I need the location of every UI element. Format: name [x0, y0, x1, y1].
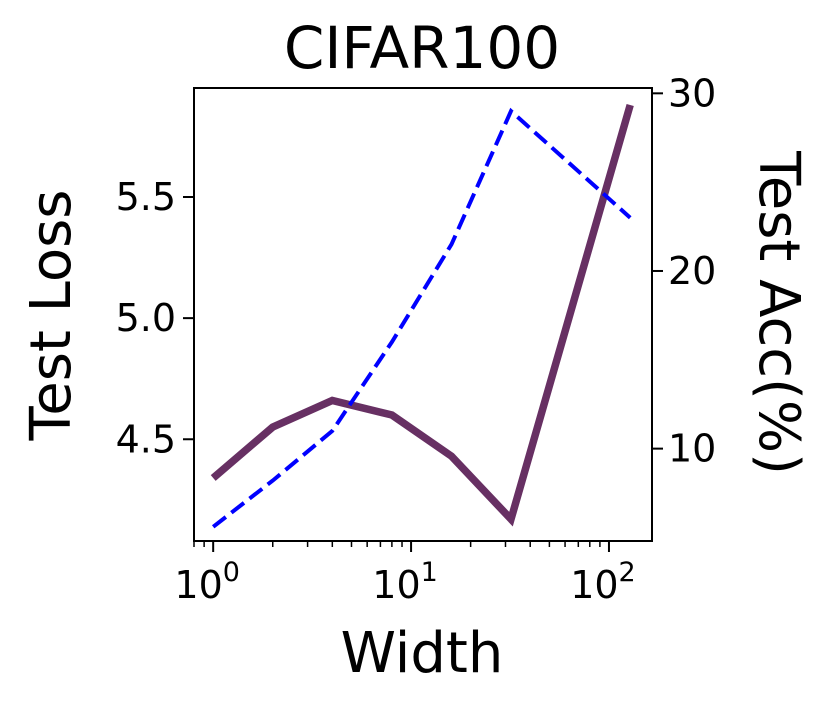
series-line-test-loss: [210, 103, 634, 527]
y-axis-label-left: Test Loss: [19, 190, 84, 442]
x-axis-label: Width: [341, 621, 504, 686]
plot-area: 100 101 102 4.5 5.0 5.5 10 20 30: [116, 71, 717, 607]
y-left-tick-label: 5.0: [116, 296, 176, 340]
x-tick-label: 102: [570, 557, 636, 607]
plot-frame: [193, 87, 653, 542]
chart-title: CIFAR100: [284, 14, 560, 82]
y-left-tick-label: 4.5: [116, 417, 176, 461]
y-right-tick-label: 20: [668, 249, 716, 293]
y-right-tick-label: 10: [668, 427, 716, 471]
y-left-tick-label: 5.5: [116, 175, 176, 219]
series-line-test-acc: [211, 107, 632, 529]
x-tick-label: 100: [174, 557, 240, 607]
y-right-tick-label: 30: [668, 71, 716, 115]
x-tick-label: 101: [372, 557, 438, 607]
y-axis-label-right: Test Acc(%): [746, 150, 811, 475]
